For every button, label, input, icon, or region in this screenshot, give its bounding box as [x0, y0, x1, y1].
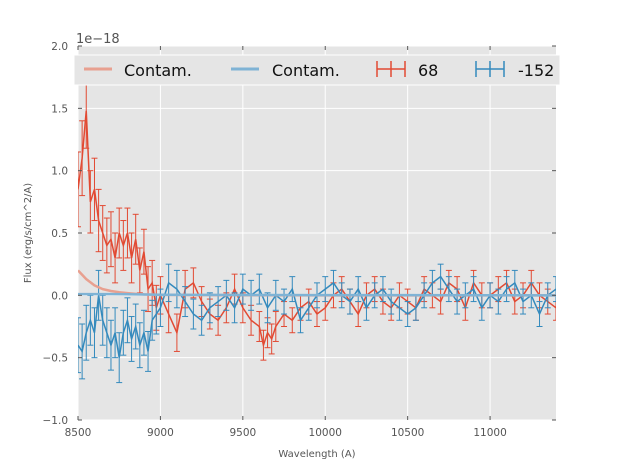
y-tick-label: −0.5	[43, 353, 69, 365]
y-axis-label: Flux (erg/s/cm^2/A)	[23, 183, 34, 283]
legend-item-68: 68	[376, 61, 438, 80]
legend-label-neg152: -152	[518, 61, 554, 80]
ticks: 8500 9000 9500 10000 10500 11000 −1.0 −0.5 0.0 0.…	[43, 41, 556, 439]
legend-label-contam-1: Contam.	[124, 61, 192, 80]
y-tick-label: 0.5	[51, 228, 68, 240]
legend-item-contam-2: Contam.	[231, 61, 340, 80]
series-contam-2	[78, 292, 556, 297]
series-layer	[78, 72, 556, 384]
series-68	[78, 72, 556, 361]
legend: Contam. Contam. 68 -152	[73, 54, 561, 86]
legend-swatch-neg152	[475, 61, 505, 77]
legend-item-contam-1: Contam.	[84, 61, 192, 80]
legend-label-68: 68	[418, 61, 438, 80]
legend-swatch-68	[376, 61, 406, 77]
y-tick-label: 0.0	[51, 290, 68, 302]
x-tick-label: 8500	[65, 427, 92, 439]
y-tick-label: 2.0	[51, 41, 68, 53]
x-tick-label: 9000	[147, 427, 174, 439]
y-tick-label: 1.0	[51, 166, 68, 178]
legend-item-neg152: -152	[475, 61, 554, 80]
x-tick-label: 11000	[473, 427, 506, 439]
y-tick-label: 1.5	[51, 103, 68, 115]
x-tick-label: 10500	[391, 427, 424, 439]
x-axis-label: Wavelength (A)	[278, 449, 355, 460]
x-tick-label: 9500	[229, 427, 256, 439]
x-tick-label: 10000	[309, 427, 342, 439]
legend-label-contam-2: Contam.	[272, 61, 340, 80]
y-offset-label: 1e−18	[76, 32, 120, 47]
contam-line	[78, 292, 556, 297]
y-tick-label: −1.0	[43, 415, 69, 427]
